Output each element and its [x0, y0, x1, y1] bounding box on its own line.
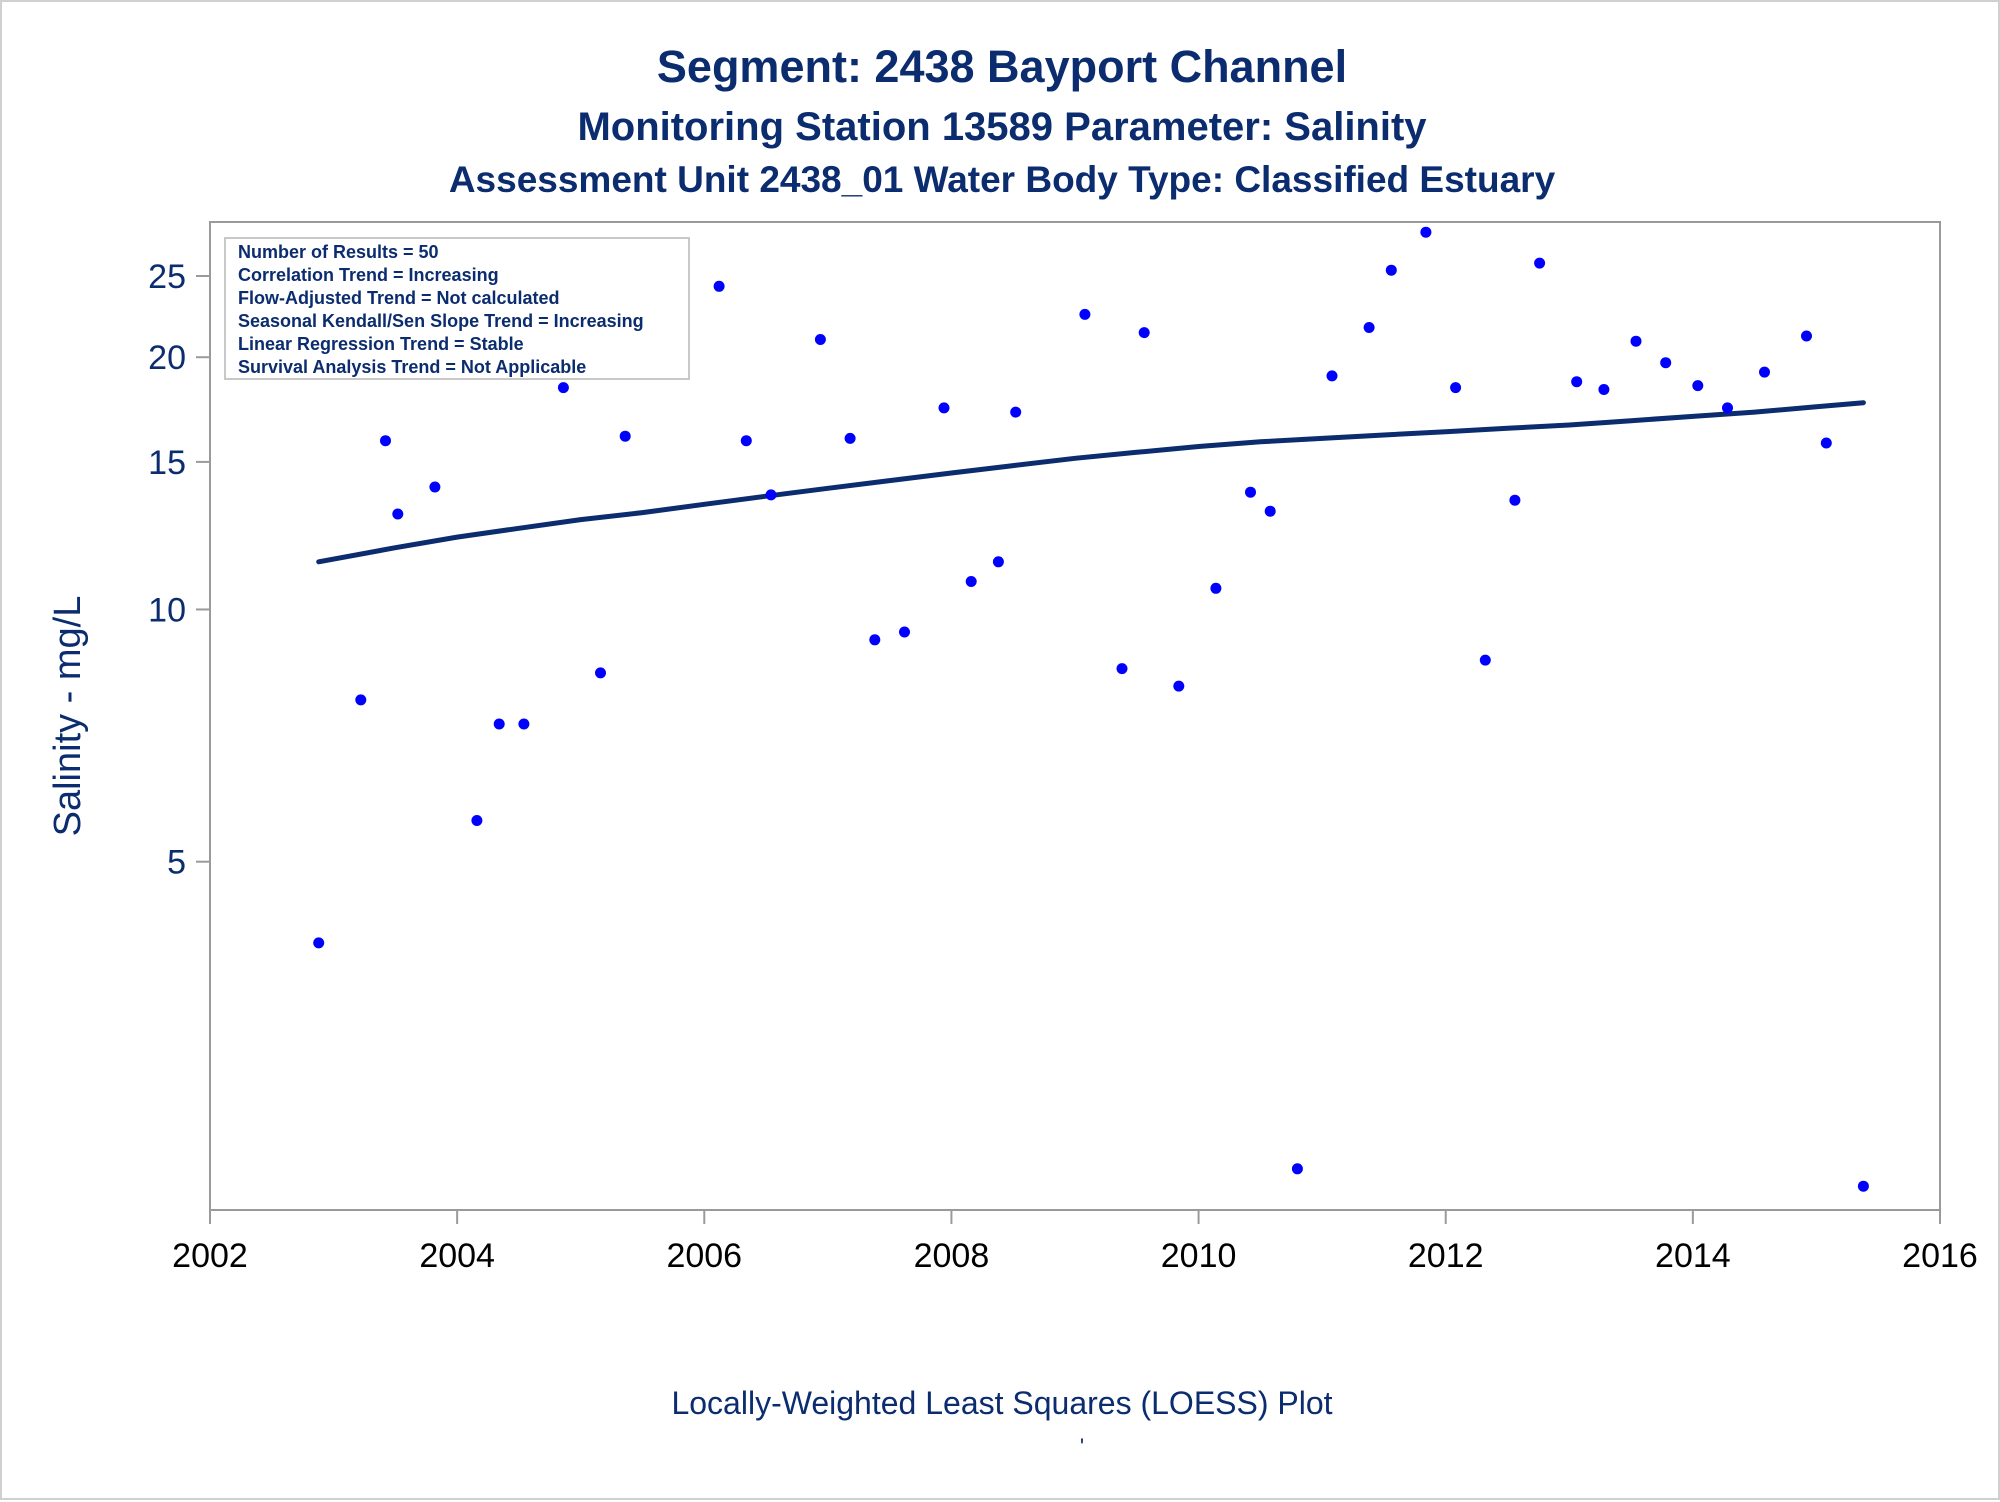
data-point [380, 435, 391, 447]
data-point [493, 718, 505, 730]
data-point [619, 430, 631, 442]
data-point [1173, 680, 1185, 692]
x-tick-label: 2002 [172, 1237, 248, 1275]
data-point [1509, 494, 1521, 506]
x-tick-label: 2006 [666, 1237, 742, 1275]
stats-box: Number of Results = 50 Correlation Trend… [224, 237, 690, 380]
data-point [1857, 1180, 1869, 1192]
data-point [992, 556, 1004, 568]
x-tick-label: 2010 [1161, 1237, 1237, 1275]
data-point [313, 937, 325, 949]
data-point [938, 402, 950, 414]
data-point [1291, 1163, 1303, 1175]
data-point [740, 435, 752, 447]
trend-line-group [316, 400, 1866, 565]
x-tick-label: 2012 [1408, 1237, 1484, 1275]
stats-line: Correlation Trend = Increasing [238, 265, 499, 285]
stats-line: Number of Results = 50 [238, 242, 439, 262]
data-point [1660, 357, 1672, 369]
data-point [814, 334, 826, 345]
data-point [765, 489, 777, 501]
stats-box-border [224, 237, 690, 380]
chart-subtitle-2: Assessment Unit 2438_01 Water Body Type:… [449, 159, 1556, 200]
data-point [899, 626, 910, 638]
x-tick-label: 2004 [419, 1237, 495, 1275]
data-point [1245, 486, 1256, 498]
data-point [844, 432, 856, 444]
stats-line: Flow-Adjusted Trend = Not calculated [238, 288, 560, 308]
data-point [392, 508, 404, 520]
plot-area [209, 221, 1941, 1211]
data-point [1450, 382, 1462, 394]
data-point [1598, 384, 1610, 395]
data-point [1326, 370, 1338, 382]
chart-subtitle: Monitoring Station 13589 Parameter: Sali… [577, 105, 1427, 149]
y-tick-label: 20 [148, 339, 186, 377]
x-tick-label: 2008 [914, 1237, 990, 1275]
data-point [1385, 264, 1397, 276]
chart-title: Segment: 2438 Bayport Channel [657, 41, 1347, 92]
stats-line: Linear Regression Trend = Stable [238, 334, 524, 354]
stats-line: Survival Analysis Trend = Not Applicable [238, 357, 586, 377]
data-point [1079, 308, 1091, 320]
y-axis-label: Salinity - mg/L [47, 596, 89, 837]
data-point [869, 634, 881, 646]
data-point [1116, 663, 1128, 675]
y-tick-label: 15 [148, 444, 186, 482]
data-point [1759, 366, 1770, 378]
data-point [595, 667, 606, 679]
footnote-mark: ' [1080, 1434, 1084, 1459]
data-point [1692, 380, 1704, 392]
data-point [1210, 582, 1222, 594]
data-point [1820, 437, 1832, 449]
y-tick-label: 25 [148, 258, 186, 296]
data-point [1801, 330, 1812, 342]
data-point [1010, 406, 1022, 418]
data-point [1534, 257, 1546, 269]
data-point [1479, 654, 1491, 666]
data-point [1138, 327, 1150, 339]
data-point [1722, 402, 1733, 414]
data-point [518, 718, 530, 730]
data-point [355, 694, 367, 706]
data-point [1571, 376, 1583, 388]
data-point [1363, 322, 1375, 333]
data-points [313, 226, 1869, 1192]
stats-line: Seasonal Kendall/Sen Slope Trend = Incre… [238, 311, 644, 331]
x-tick-label: 2014 [1655, 1237, 1731, 1275]
data-point [429, 481, 441, 493]
x-tick-label: 2016 [1902, 1237, 1978, 1275]
data-point [471, 815, 483, 826]
y-tick-label: 5 [167, 844, 186, 882]
data-point [1264, 505, 1276, 517]
data-point [557, 382, 569, 394]
data-point [965, 576, 977, 587]
data-point [1420, 226, 1432, 238]
footnote: Locally-Weighted Least Squares (LOESS) P… [671, 1385, 1332, 1421]
y-axis: 5 10 15 20 25 [148, 258, 210, 882]
data-point [713, 280, 725, 292]
data-point [1630, 335, 1642, 347]
y-tick-label: 10 [148, 591, 186, 629]
x-axis: 2002 2004 2006 2008 2010 2012 2014 2016 [172, 1210, 1978, 1275]
loess-trend-line [316, 400, 1866, 565]
